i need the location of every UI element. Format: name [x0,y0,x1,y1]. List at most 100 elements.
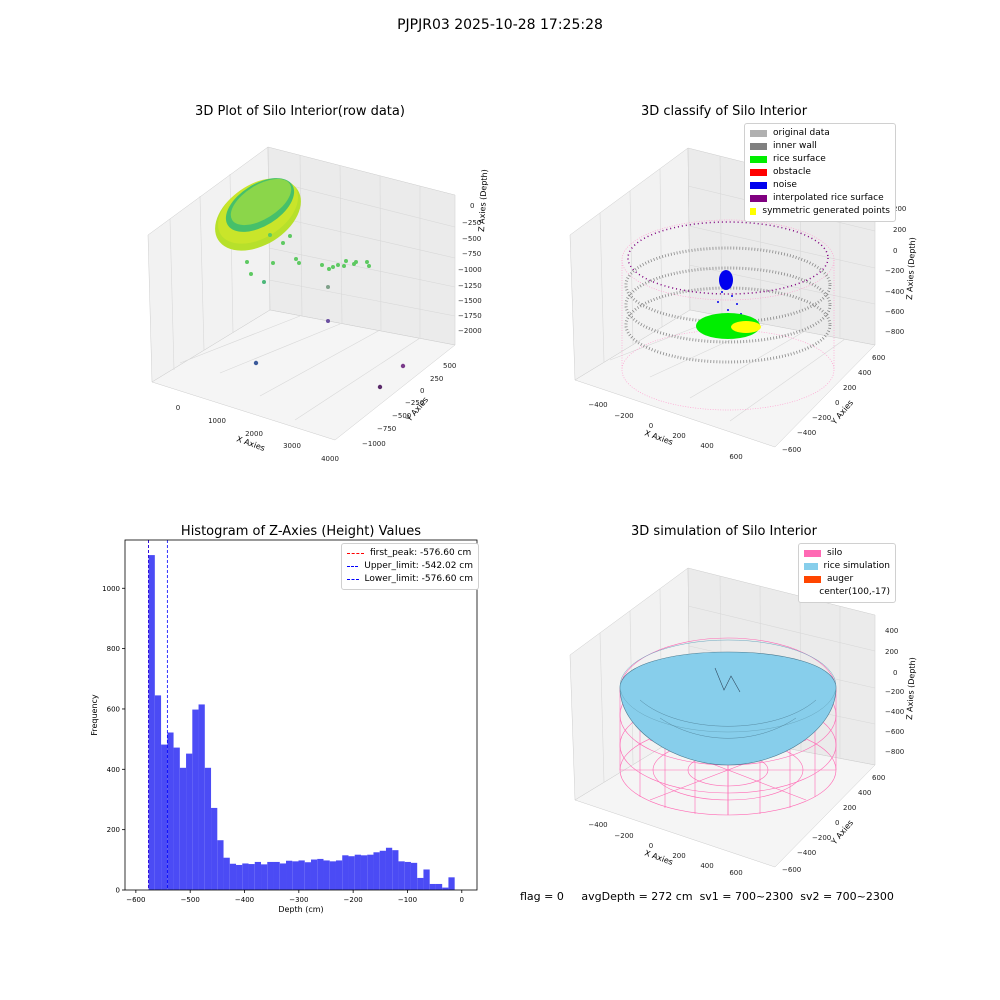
y-tick-label: 800 [107,645,120,653]
histogram-bar [442,887,449,890]
panel4-rice-surface [619,639,837,766]
histogram-bar [417,877,424,890]
legend-label: noise [773,180,797,190]
p4-xtick: 200 [672,852,685,860]
histogram-bar [273,861,280,890]
p4-ztick: −200 [885,688,904,696]
legend-entry: Lower_limit: -576.60 cm [347,573,473,586]
legend-label: auger [827,574,854,584]
histogram-bar [348,856,355,890]
p1-ytick: −750 [377,425,396,433]
histogram-bar [398,861,405,890]
p1-ztick: −1750 [458,312,482,320]
p1-ztick: −750 [462,250,481,258]
legend-swatch [750,208,757,215]
panel2-title: 3D classify of Silo Interior [640,104,808,119]
panel2-purple-ring [627,221,829,295]
legend-entry: symmetric generated points [750,205,890,218]
p2-ytick: 200 [843,384,856,392]
histogram-bar [186,753,193,890]
p2-ytick: 400 [858,369,871,377]
histogram-bar [217,840,224,890]
histogram-bar [198,704,205,890]
p2-xtick: 200 [672,432,685,440]
p1-xtick: 2000 [245,430,263,438]
legend-label: rice simulation [823,561,890,571]
p1-ytick: −1000 [362,440,386,448]
p2-ztick: 200 [893,226,906,234]
p1-xtick: 1000 [208,417,226,425]
y-tick-label: 400 [107,766,120,774]
histogram-bar [261,864,268,890]
panel3-title: Histogram of Z-Axies (Height) Values [180,524,422,539]
legend-label: obstacle [773,167,811,177]
legend-label: Upper_limit: -542.02 cm [364,561,473,571]
histogram-bar [286,860,293,890]
histogram-bar [304,862,311,890]
histogram-bar [236,864,243,890]
p2-ztick: −600 [885,308,904,316]
legend-swatch [750,156,767,163]
p1-ztick: −250 [462,219,481,227]
x-tick-label: −600 [126,896,145,904]
panel4-title: 3D simulation of Silo Interior [631,524,817,539]
histogram-bar [167,732,174,890]
histogram-bar [379,850,386,890]
p4-ytick: 400 [858,789,871,797]
p1-ytick: 0 [420,387,424,395]
p1-zlabel: Z Axies (Depth) [477,169,489,232]
legend-swatch [750,182,767,189]
p4-ztick: 0 [893,669,897,677]
p4-ztick: −400 [885,708,904,716]
legend-entry: noise [750,179,890,192]
histogram-bar [423,869,430,890]
p1-ztick: −1500 [458,297,482,305]
histogram-bar [310,859,318,890]
histogram-chart: −600 −500 −400 −300 −200 −100 0 0 200 400 600 800 10… [90,539,478,914]
p4-xtick: 600 [729,869,742,877]
legend-swatch [750,143,767,150]
histogram-bar [448,877,455,890]
histogram-bar [317,858,324,890]
legend-entry: obstacle [750,166,890,179]
p2-xtick: 600 [729,453,742,461]
histogram-bar [435,883,443,890]
panel1-gridlines [169,154,456,421]
panel4-3d-plot: −400 −200 0 200 400 600 600 400 200 0 −2… [569,567,917,877]
p1-ytick: 500 [443,362,456,370]
histogram-bar [335,860,343,890]
histogram-bar [298,860,305,890]
legend-label: original data [773,128,830,138]
p2-xtick: −200 [614,412,633,420]
p4-xtick: 0 [649,842,653,850]
x-tick-label: −200 [344,896,363,904]
panel3-legend: first_peak: -576.60 cm Upper_limit: -542.… [341,543,479,590]
histogram-bar [342,855,349,890]
p2-ytick: −600 [782,446,801,454]
panel1-3d-plot: 0 1000 2000 3000 4000 500 250 0 −250 −50… [147,146,489,463]
legend-swatch [750,169,767,176]
x-tick-label: 0 [460,896,464,904]
status-flag: flag = 0 [520,890,564,903]
y-tick-label: 600 [107,705,120,713]
legend-label: silo [827,548,843,558]
legend-swatch [804,576,821,583]
p4-xtick: 400 [700,862,713,870]
histogram-bar [242,863,249,890]
p4-ylabel: Y Axies [829,818,855,847]
histogram-bar [173,747,180,890]
histogram-bar [161,744,168,890]
p1-ztick: −500 [462,235,481,243]
legend-label: center(100,-17) [819,587,890,597]
legend-label: interpolated rice surface [773,193,884,203]
status-avg-depth: avgDepth = 272 cm [581,890,693,903]
p2-ytick: 0 [835,399,839,407]
histogram-bar [223,857,230,890]
legend-entry: rice simulation [804,560,890,573]
p1-ztick: 0 [470,202,474,210]
legend-swatch [347,579,359,580]
histogram-bar [360,855,368,890]
legend-entry: silo [804,547,890,560]
panel2-silo-cylinder [621,219,835,411]
histogram-bar [373,852,380,890]
